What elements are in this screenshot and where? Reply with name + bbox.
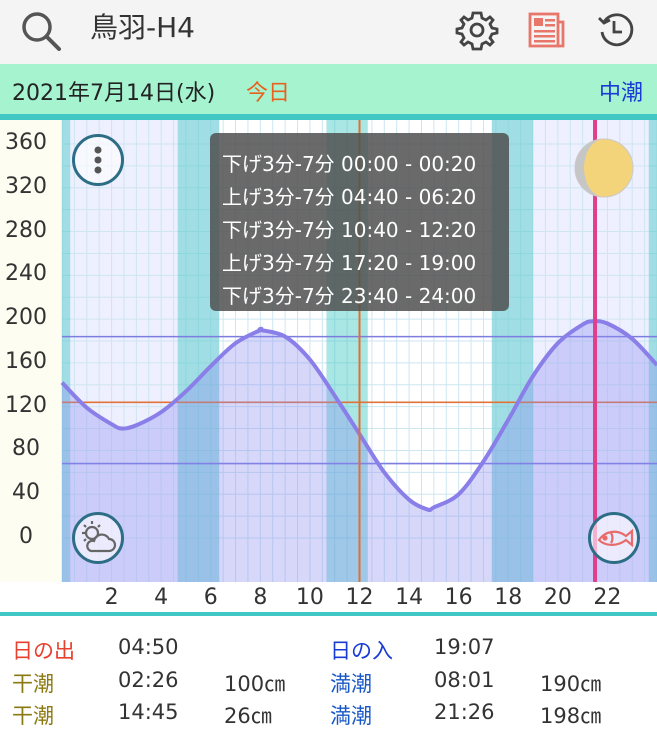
high-tide-time: 08:01 xyxy=(434,668,495,692)
sunset-time: 19:07 xyxy=(434,635,495,659)
low-tide-label: 干潮 xyxy=(12,704,54,728)
news-icon[interactable] xyxy=(524,8,568,52)
fish-icon xyxy=(597,528,634,548)
weather-icon xyxy=(82,521,117,553)
x-tick-label: 16 xyxy=(444,585,473,610)
weather-button[interactable] xyxy=(72,512,124,564)
sunrise-time: 04:50 xyxy=(118,635,179,659)
y-tick-label: 200 xyxy=(5,305,47,331)
x-tick-label: 4 xyxy=(154,585,169,610)
today-label[interactable]: 今日 xyxy=(246,81,291,106)
x-tick-label: 20 xyxy=(543,585,572,610)
y-tick-label: 320 xyxy=(5,173,47,199)
x-tick-label: 12 xyxy=(345,585,374,610)
current-speed-tooltip: 下げ3分-7分 00:00 - 00:20 上げ3分-7分 04:40 - 06… xyxy=(210,133,509,311)
history-icon[interactable] xyxy=(594,8,638,52)
tooltip-line: 上げ3分-7分 17:20 - 19:00 xyxy=(222,251,477,275)
fishing-button[interactable] xyxy=(588,512,640,564)
search-icon[interactable] xyxy=(18,8,64,54)
night-band xyxy=(62,120,220,582)
low-tide-height: 100㎝ xyxy=(224,672,286,696)
y-tick-label: 40 xyxy=(12,480,40,506)
low-tide-label: 干潮 xyxy=(12,672,54,696)
more-menu-button[interactable] xyxy=(72,134,124,186)
y-tick-label: 0 xyxy=(19,524,33,549)
x-tick-label: 18 xyxy=(494,585,523,610)
tide-type-label: 中潮 xyxy=(598,81,643,106)
tooltip-line: 下げ3分-7分 00:00 - 00:20 xyxy=(222,152,477,176)
top-bar: 鳥羽-H4 xyxy=(0,0,657,64)
y-tick-label: 160 xyxy=(5,348,47,374)
date-label[interactable]: 2021年7月14日(水) xyxy=(12,81,216,106)
x-tick-label: 6 xyxy=(203,585,218,610)
tooltip-line: 下げ3分-7分 23:40 - 24:00 xyxy=(222,284,477,308)
x-tick-label: 22 xyxy=(593,585,622,610)
tooltip-line: 下げ3分-7分 10:40 - 12:20 xyxy=(222,218,477,242)
high-tide-height: 190㎝ xyxy=(540,672,602,696)
high-tide-height: 198㎝ xyxy=(540,704,602,728)
location-title[interactable]: 鳥羽-H4 xyxy=(90,11,195,44)
high-tide-time: 21:26 xyxy=(434,700,495,724)
tooltip-line: 上げ3分-7分 04:40 - 06:20 xyxy=(222,185,477,209)
y-tick-label: 240 xyxy=(5,261,47,287)
night-band xyxy=(492,120,657,582)
sunset-label: 日の入 xyxy=(330,639,393,663)
divider xyxy=(0,612,657,616)
x-tick-label: 10 xyxy=(295,585,324,610)
more-vertical-icon xyxy=(94,146,102,174)
high-tide-label: 満潮 xyxy=(330,704,372,728)
current-band xyxy=(648,120,657,582)
low-tide-height: 26㎝ xyxy=(224,704,272,728)
x-tick-label: 14 xyxy=(395,585,424,610)
low-tide-time: 14:45 xyxy=(118,700,179,724)
current-band xyxy=(62,120,71,582)
y-tick-label: 80 xyxy=(12,436,40,462)
moon-phase-icon xyxy=(574,138,634,198)
y-tick-label: 360 xyxy=(5,130,47,155)
high-tide-label: 満潮 xyxy=(330,672,372,696)
settings-icon[interactable] xyxy=(455,8,499,52)
y-tick-label: 280 xyxy=(5,217,47,243)
x-tick-label: 2 xyxy=(104,585,119,610)
divider xyxy=(0,114,657,120)
y-tick-label: 120 xyxy=(5,392,47,418)
x-tick-label: 8 xyxy=(253,585,268,610)
date-bar: 2021年7月14日(水) 今日 中潮 xyxy=(0,64,657,114)
low-tide-time: 02:26 xyxy=(118,668,179,692)
tide-chart[interactable] xyxy=(0,120,657,612)
sunrise-label: 日の出 xyxy=(12,639,75,663)
